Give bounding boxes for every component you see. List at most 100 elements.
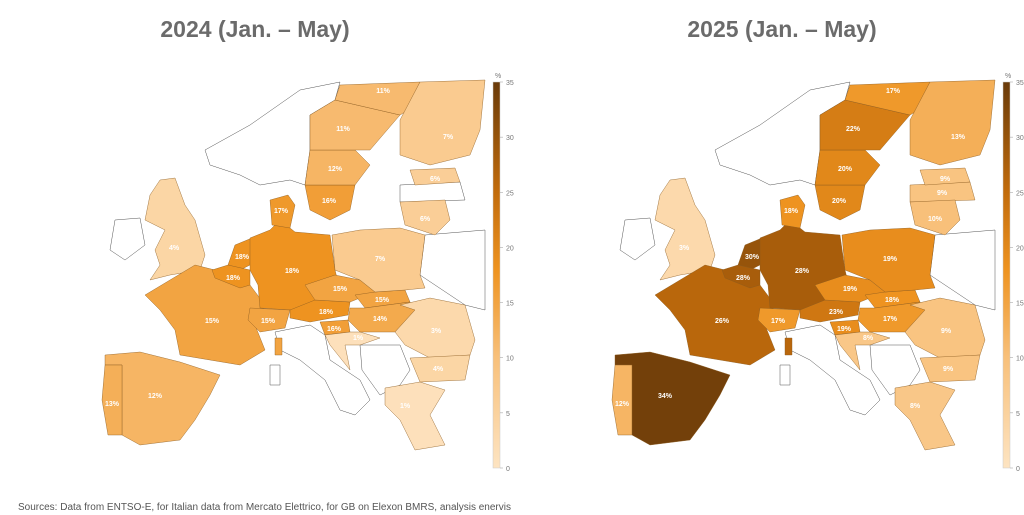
panel-title-2024: 2024 (Jan. – May) bbox=[160, 16, 350, 42]
region-ch bbox=[757, 307, 801, 333]
colorbar-tick-label: 25 bbox=[506, 190, 514, 197]
colorbar-unit: % bbox=[1005, 73, 1011, 80]
region-pl bbox=[841, 227, 936, 293]
value-label-fi: 7% bbox=[443, 134, 454, 141]
region-it bbox=[274, 324, 371, 416]
colorbar-tick-label: 5 bbox=[1016, 411, 1020, 418]
value-label-cz: 15% bbox=[333, 286, 348, 293]
value-label-nl: 30% bbox=[745, 254, 760, 261]
value-label-lv: 9% bbox=[937, 190, 948, 197]
value-label-si: 19% bbox=[837, 326, 852, 333]
region-se1 bbox=[334, 81, 421, 116]
value-label-hu: 14% bbox=[373, 316, 388, 323]
colorbar-tick-label: 5 bbox=[506, 411, 510, 418]
region-it bbox=[784, 324, 881, 416]
region-pt bbox=[611, 364, 633, 436]
value-label-de: 28% bbox=[795, 268, 810, 275]
region-gr bbox=[894, 381, 956, 451]
region-dk bbox=[779, 194, 806, 229]
region-balk bbox=[869, 344, 921, 396]
colorbar-unit: % bbox=[495, 73, 501, 80]
region-hr bbox=[324, 331, 381, 371]
region-se2 bbox=[309, 99, 401, 151]
region-lt bbox=[399, 199, 451, 236]
value-label-hu: 17% bbox=[883, 316, 898, 323]
map-panel-1: 9% 3% 26% 34% 12% 30% 28% 28% 18% 17% 23% 19% 18% 17%… bbox=[611, 73, 1024, 473]
value-label-dk: 17% bbox=[274, 208, 289, 215]
value-label-si: 16% bbox=[327, 326, 342, 333]
value-label-ro: 9% bbox=[941, 328, 952, 335]
value-label-es: 34% bbox=[658, 393, 673, 400]
value-label-hr: 1% bbox=[353, 335, 364, 342]
region-balk bbox=[359, 344, 411, 396]
region-fr_co bbox=[274, 337, 283, 356]
value-label-fr: 15% bbox=[205, 318, 220, 325]
value-label-dk: 18% bbox=[784, 208, 799, 215]
colorbar-tick-label: 15 bbox=[1016, 301, 1024, 308]
value-label-se1: 17% bbox=[886, 88, 901, 95]
colorbar-tick-label: 30 bbox=[1016, 135, 1024, 142]
value-label-cz: 19% bbox=[843, 286, 858, 293]
region-ee bbox=[919, 167, 971, 186]
value-label-gb: 4% bbox=[169, 245, 180, 252]
panel-title-2025: 2025 (Jan. – May) bbox=[687, 16, 877, 42]
colorbar-tick-label: 0 bbox=[506, 466, 510, 473]
value-label-lt: 10% bbox=[928, 216, 943, 223]
colorbar-tick-label: 30 bbox=[506, 135, 514, 142]
region-fr_co bbox=[784, 337, 793, 356]
value-label-pt: 12% bbox=[615, 401, 630, 408]
region-es bbox=[104, 351, 221, 446]
value-label-nl: 18% bbox=[235, 254, 250, 261]
value-label-se4: 20% bbox=[832, 198, 847, 205]
value-label-ro: 3% bbox=[431, 328, 442, 335]
value-label-se2: 11% bbox=[336, 126, 350, 133]
region-be bbox=[721, 264, 761, 289]
region-se1 bbox=[844, 81, 931, 116]
value-label-lt: 6% bbox=[420, 216, 431, 223]
value-label-fr: 26% bbox=[715, 318, 730, 325]
colorbar-tick-label: 10 bbox=[1016, 356, 1024, 363]
region-pl bbox=[331, 227, 426, 293]
colorbar bbox=[1002, 81, 1011, 469]
region-lv bbox=[399, 181, 466, 203]
colorbar-tick-label: 25 bbox=[1016, 190, 1024, 197]
region-dk bbox=[269, 194, 296, 229]
region-se2 bbox=[819, 99, 911, 151]
value-label-fi: 13% bbox=[951, 134, 966, 141]
value-label-ch: 17% bbox=[771, 318, 786, 325]
value-label-hr: 8% bbox=[863, 335, 874, 342]
region-fi bbox=[909, 79, 996, 166]
value-label-bg: 9% bbox=[943, 366, 954, 373]
value-label-se1: 11% bbox=[376, 88, 390, 95]
colorbar-tick-label: 0 bbox=[1016, 466, 1020, 473]
value-label-at: 23% bbox=[829, 309, 844, 316]
value-label-gb: 3% bbox=[679, 245, 690, 252]
value-label-pl: 19% bbox=[883, 256, 898, 263]
value-label-se2: 22% bbox=[846, 126, 861, 133]
region-fr bbox=[654, 264, 776, 366]
region-sar bbox=[269, 364, 281, 386]
value-label-gr: 1% bbox=[400, 403, 411, 410]
source-note: Sources: Data from ENTSO-E, for Italian … bbox=[18, 502, 511, 513]
colorbar-tick-label: 35 bbox=[506, 80, 514, 87]
value-label-sk: 18% bbox=[885, 297, 900, 304]
colorbar-tick-label: 10 bbox=[506, 356, 514, 363]
region-bg bbox=[919, 354, 981, 383]
region-ie bbox=[619, 217, 656, 261]
region-be bbox=[211, 264, 251, 289]
region-gb bbox=[654, 177, 716, 281]
value-label-ee: 9% bbox=[940, 176, 951, 183]
colorbar bbox=[492, 81, 501, 469]
region-gb bbox=[144, 177, 206, 281]
colorbar-tick-label: 15 bbox=[506, 301, 514, 308]
region-lt bbox=[909, 199, 961, 236]
region-fr bbox=[144, 264, 266, 366]
colorbar-tick-label: 20 bbox=[1016, 245, 1024, 252]
value-label-de: 18% bbox=[285, 268, 300, 275]
value-label-se3: 12% bbox=[328, 166, 343, 173]
region-sk bbox=[864, 289, 921, 309]
value-label-se3: 20% bbox=[838, 166, 853, 173]
region-gr bbox=[384, 381, 446, 451]
value-label-be: 28% bbox=[736, 275, 751, 282]
